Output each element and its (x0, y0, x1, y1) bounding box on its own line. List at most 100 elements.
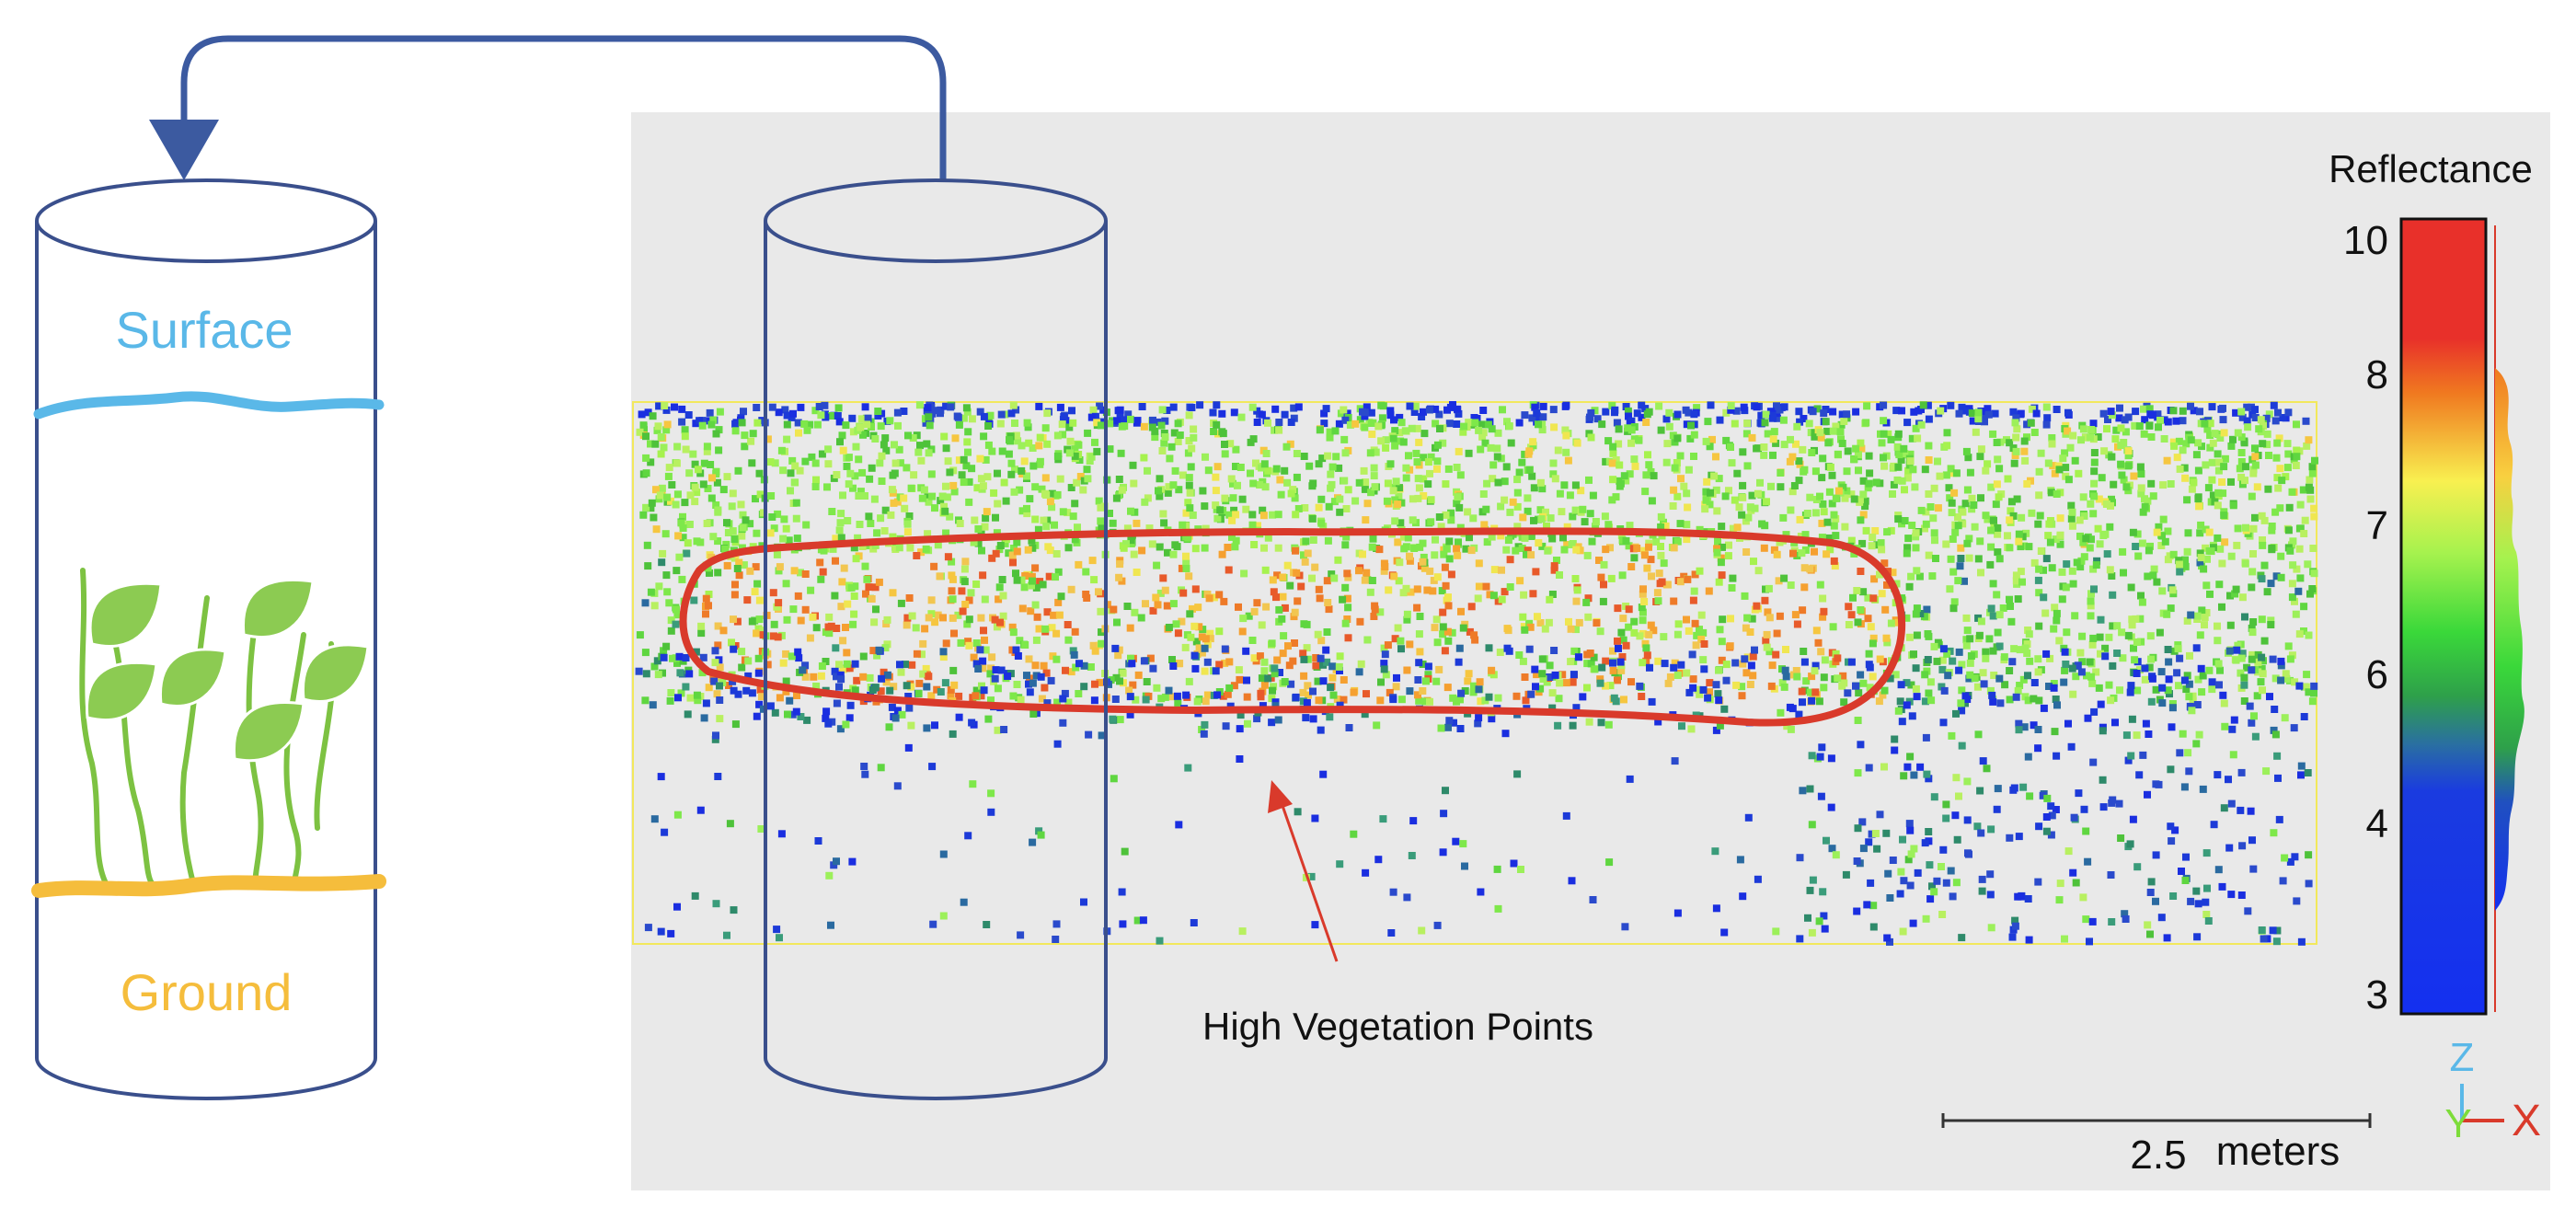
scale-bar-value: 2.5 (2130, 1133, 2186, 1178)
point (878, 452, 886, 460)
point (1815, 917, 1823, 926)
point (2241, 613, 2248, 621)
point (1386, 407, 1395, 415)
point (2251, 453, 2260, 461)
point (861, 562, 869, 570)
point (1260, 667, 1269, 675)
point (2107, 871, 2115, 879)
point (2034, 576, 2042, 584)
point (1925, 456, 1933, 464)
point (1053, 740, 1062, 748)
point (1378, 414, 1386, 422)
axis-x-label: X (2512, 1097, 2541, 1145)
point (748, 617, 756, 626)
point (1804, 914, 1811, 922)
point (1052, 629, 1061, 638)
point (972, 581, 981, 588)
point (714, 537, 722, 546)
point (2227, 477, 2235, 486)
point (1616, 461, 1624, 469)
point (1989, 430, 1997, 438)
point (788, 456, 797, 465)
point (1618, 571, 1627, 580)
point (1368, 577, 1376, 584)
point (2050, 680, 2058, 687)
point (1569, 678, 1577, 686)
point (1533, 671, 1541, 679)
point (2167, 480, 2175, 488)
point (2099, 532, 2108, 539)
point (723, 931, 730, 939)
point (1769, 451, 1777, 459)
point (1245, 612, 1253, 620)
point (922, 545, 930, 553)
point (972, 686, 981, 695)
point (773, 550, 781, 558)
point (2047, 831, 2055, 839)
point (1855, 689, 1863, 697)
point (2294, 587, 2303, 595)
point (2040, 704, 2048, 712)
point (700, 714, 708, 722)
point (1788, 488, 1797, 496)
point (734, 466, 742, 475)
point (644, 924, 652, 932)
point (1543, 522, 1550, 530)
point (801, 673, 810, 681)
point (1986, 870, 1995, 879)
point (1113, 618, 1121, 627)
point (1424, 671, 1432, 679)
point (1212, 487, 1220, 495)
point (863, 420, 871, 429)
point (2228, 725, 2237, 733)
point (1260, 681, 1269, 689)
point (1473, 415, 1481, 422)
point (2255, 425, 2263, 433)
point (1820, 409, 1828, 418)
point (684, 710, 692, 719)
point (996, 542, 1005, 549)
point (2112, 426, 2121, 434)
point (1761, 596, 1769, 604)
point (1548, 704, 1557, 712)
point (1859, 511, 1868, 519)
point (1519, 513, 1527, 522)
point (907, 484, 915, 492)
point (1560, 546, 1569, 554)
point (1792, 667, 1800, 674)
point (1512, 692, 1521, 700)
point (2147, 433, 2156, 441)
point (918, 650, 926, 659)
point (769, 632, 777, 640)
point (2055, 896, 2064, 904)
point (1466, 627, 1474, 636)
point (2137, 489, 2145, 498)
point (1394, 624, 1402, 632)
point (2124, 462, 2133, 470)
point (657, 433, 665, 441)
point (1746, 681, 1754, 688)
point (1857, 568, 1865, 575)
point (1381, 650, 1389, 659)
point (2169, 892, 2178, 900)
point (1806, 688, 1814, 696)
point (2032, 409, 2041, 418)
point (815, 403, 823, 410)
point (1118, 486, 1126, 494)
point (2302, 417, 2310, 425)
point (2015, 833, 2023, 841)
point (1513, 476, 1522, 484)
point (1589, 491, 1597, 500)
point (1948, 509, 1956, 517)
point (1339, 595, 1347, 604)
point (2100, 447, 2109, 455)
point (2243, 403, 2251, 411)
point (1129, 461, 1137, 469)
point (1433, 465, 1441, 473)
point (1380, 665, 1388, 673)
point (1013, 681, 1021, 688)
point (1962, 641, 1971, 650)
point (1862, 419, 1870, 427)
point (1880, 401, 1888, 409)
point (1098, 731, 1106, 740)
